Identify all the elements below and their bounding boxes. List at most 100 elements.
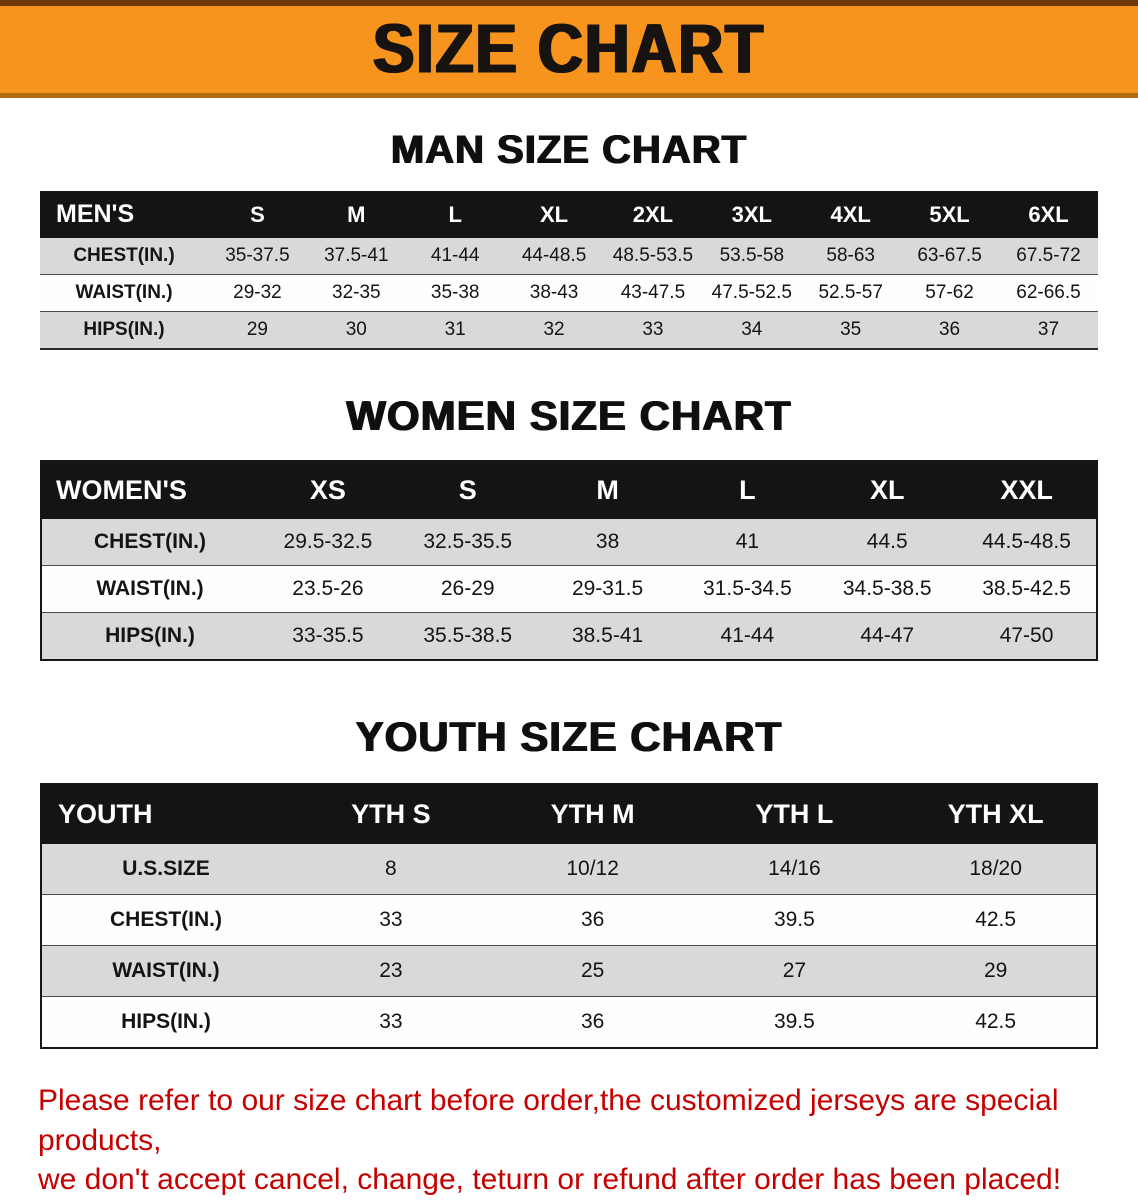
measurement-label: HIPS(IN.) [105, 624, 195, 647]
size-column-header: L [677, 461, 818, 519]
youth-section-title: YOUTH SIZE CHART [355, 713, 783, 760]
measurement-value: 26-29 [440, 577, 495, 600]
measurement-label: U.S.SIZE [122, 857, 210, 880]
size-column-header: 4XL [801, 191, 901, 238]
measurement-value: 34.5-38.5 [842, 577, 932, 600]
table-row: CHEST(IN.) 35-37.5 37.5-41 41-44 44-48.5 48.5… [40, 238, 1098, 275]
table-row: HIPS(IN.) 33-35.5 35.5-38.5 38.5-41 41-44 44-… [41, 612, 1097, 660]
size-column-header: L [405, 191, 505, 238]
table-row: CHEST(IN.) 29.5-32.5 32.5-35.5 38 41 44.5 44.5… [41, 519, 1097, 566]
size-column-header: YTH XL [895, 784, 1097, 844]
table-header-row: YOUTH YTH S YTH M YTH L YTH XL [41, 784, 1097, 844]
table-row: WAIST(IN.) 23.5-26 26-29 29-31.5 31.5-34.5 34… [41, 565, 1097, 613]
women-section-title: WOMEN SIZE CHART [346, 392, 792, 439]
measurement-label: WAIST(IN.) [75, 282, 173, 303]
table-row: CHEST(IN.) 33 36 39.5 42.5 [41, 894, 1097, 946]
measurement-value: 35-37.5 [225, 245, 290, 266]
measurement-value: 29 [246, 319, 268, 340]
size-column-header: M [306, 191, 406, 238]
measurement-value: 47-50 [999, 624, 1054, 647]
table-header-row: WOMEN'S XS S M L XL XXL [41, 461, 1097, 519]
measurement-value: 38.5-42.5 [982, 577, 1071, 600]
measurement-value: 52.5-57 [818, 282, 883, 303]
measurement-value: 44.5-48.5 [982, 530, 1071, 553]
measurement-value: 33 [379, 908, 403, 931]
size-column-header: XL [817, 461, 958, 519]
table-label-header: MEN'S [40, 191, 208, 238]
measurement-value: 23 [379, 959, 403, 982]
measurement-value: 39.5 [773, 908, 815, 931]
measurement-value: 53.5-58 [719, 245, 785, 266]
measurement-value: 23.5-26 [292, 577, 364, 600]
measurement-value: 29-31.5 [571, 577, 644, 600]
measurement-value: 36 [580, 1010, 605, 1033]
youth-size-table: YOUTH YTH S YTH M YTH L YTH XL U.S.SIZE 8 10/12… [40, 783, 1098, 1049]
measurement-value: 35.5-38.5 [423, 624, 513, 647]
size-column-header: 2XL [603, 191, 703, 238]
size-column-header: YTH M [491, 784, 694, 844]
men-section-title: MAN SIZE CHART [390, 128, 748, 172]
measurement-label: WAIST(IN.) [96, 577, 204, 600]
measurement-label: HIPS(IN.) [121, 1010, 211, 1033]
measurement-value: 41-44 [720, 624, 775, 647]
measurement-label: CHEST(IN.) [94, 530, 206, 553]
measurement-value: 47.5-52.5 [711, 282, 792, 303]
table-row: U.S.SIZE 8 10/12 14/16 18/20 [41, 844, 1097, 895]
size-column-header: M [537, 461, 678, 519]
disclaimer-note: Please refer to our size chart before or… [38, 1081, 1100, 1200]
table-label-header: WOMEN'S [41, 461, 258, 519]
measurement-value: 48.5-53.5 [612, 245, 694, 266]
measurement-value: 38-43 [529, 282, 579, 303]
measurement-value: 38 [595, 530, 620, 553]
measurement-value: 43-47.5 [620, 282, 686, 303]
measurement-value: 42.5 [975, 1010, 1017, 1033]
size-column-header: XL [504, 191, 604, 238]
measurement-value: 27 [782, 959, 807, 982]
measurement-value: 37.5-41 [324, 245, 389, 266]
table-row: HIPS(IN.) 29 30 31 32 33 34 35 36 37 [40, 311, 1098, 349]
measurement-value: 8 [385, 857, 397, 880]
disclaimer-line-2: we don't accept cancel, change, teturn o… [38, 1163, 1062, 1197]
measurement-value: 36 [580, 908, 605, 931]
size-chart-banner: SIZE CHART [0, 0, 1138, 98]
measurement-value: 38.5-41 [571, 624, 644, 647]
measurement-value: 31.5-34.5 [703, 577, 792, 600]
measurement-value: 35 [840, 319, 862, 340]
women-size-table: WOMEN'S XS S M L XL XXL CHEST(IN.) 29.5-32.5 32.5… [40, 460, 1098, 661]
size-column-header: S [208, 191, 307, 238]
measurement-value: 29 [983, 959, 1008, 982]
size-column-header: 3XL [702, 191, 802, 238]
measurement-label: WAIST(IN.) [112, 959, 220, 982]
measurement-value: 31 [444, 319, 466, 340]
measurement-label: CHEST(IN.) [110, 908, 222, 931]
measurement-value: 33 [642, 319, 664, 340]
size-column-header: YTH L [693, 784, 896, 844]
men-size-table: MEN'S S M L XL 2XL 3XL 4XL 5XL 6XL CHEST(IN.) 35-37… [40, 191, 1098, 350]
measurement-value: 29.5-32.5 [283, 530, 373, 553]
table-row: WAIST(IN.) 29-32 32-35 35-38 38-43 43-47.5 47.… [40, 274, 1098, 312]
measurement-value: 67.5-72 [1016, 245, 1081, 266]
size-column-header: YTH S [290, 784, 492, 844]
measurement-value: 18/20 [969, 857, 1022, 880]
measurement-value: 33-35.5 [292, 624, 364, 647]
measurement-value: 36 [938, 319, 961, 340]
measurement-value: 39.5 [773, 1010, 815, 1033]
table-label-header: YOUTH [41, 784, 290, 844]
measurement-value: 30 [345, 319, 367, 340]
measurement-value: 44.5 [866, 530, 908, 553]
measurement-value: 32-35 [332, 282, 381, 303]
measurement-value: 42.5 [975, 908, 1017, 931]
measurement-value: 44-47 [860, 624, 915, 647]
measurement-value: 14/16 [768, 857, 821, 880]
measurement-value: 41 [735, 530, 760, 553]
measurement-label: HIPS(IN.) [83, 319, 165, 340]
measurement-value: 57-62 [925, 282, 974, 303]
measurement-label: CHEST(IN.) [73, 245, 175, 266]
measurement-value: 34 [741, 319, 763, 340]
measurement-value: 35-38 [430, 282, 480, 303]
size-column-header: 6XL [999, 191, 1098, 238]
measurement-value: 32.5-35.5 [423, 530, 513, 553]
measurement-value: 63-67.5 [917, 245, 982, 266]
size-column-header: 5XL [900, 191, 999, 238]
measurement-value: 41-44 [430, 245, 480, 266]
